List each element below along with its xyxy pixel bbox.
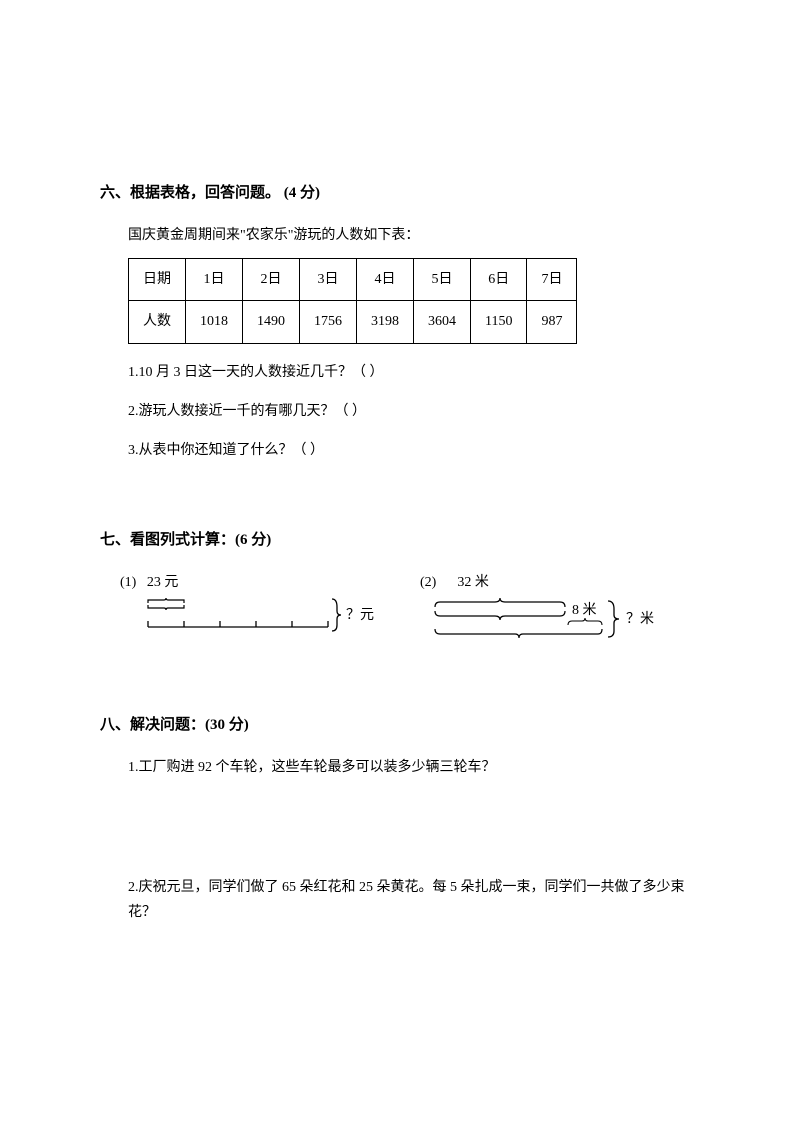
d2-label: 32 米	[457, 575, 489, 590]
section6-title: 六、根据表格，回答问题。 (4 分)	[100, 180, 693, 207]
table-cell: 1150	[471, 301, 527, 343]
table-cell: 3198	[357, 301, 414, 343]
table-cell: 6日	[471, 259, 527, 301]
table-cell: 1756	[300, 301, 357, 343]
d1-result: ？元	[346, 608, 374, 623]
table-cell: 7日	[527, 259, 577, 301]
table-row: 日期 1日 2日 3日 4日 5日 6日 7日	[129, 259, 577, 301]
table-cell: 日期	[129, 259, 186, 301]
table-cell: 987	[527, 301, 577, 343]
d2-extra: 8 米	[572, 602, 597, 618]
table-cell: 2日	[243, 259, 300, 301]
d2-num: (2)	[420, 575, 436, 590]
visitors-table: 日期 1日 2日 3日 4日 5日 6日 7日 人数 1018 1490 175…	[128, 258, 577, 343]
section8-p2: 2.庆祝元旦，同学们做了 65 朵红花和 25 朵黄花。每 5 朵扎成一束，同学…	[128, 875, 693, 925]
table-cell: 1日	[186, 259, 243, 301]
section8-p1: 1.工厂购进 92 个车轮，这些车轮最多可以装多少辆三轮车？	[128, 755, 693, 780]
diagram1-svg: ？元	[120, 597, 380, 647]
table-cell: 3日	[300, 259, 357, 301]
table-cell: 3604	[414, 301, 471, 343]
diagram2-svg: 8 米 ？米	[420, 597, 720, 652]
section7-title: 七、看图列式计算：(6 分)	[100, 527, 693, 554]
section6-q2: 2.游玩人数接近一千的有哪几天？（ ）	[128, 399, 693, 424]
section6-intro: 国庆黄金周期间来"农家乐"游玩的人数如下表：	[128, 223, 693, 248]
table-row: 人数 1018 1490 1756 3198 3604 1150 987	[129, 301, 577, 343]
section6-q3: 3.从表中你还知道了什么？（ ）	[128, 438, 693, 463]
table-cell: 1018	[186, 301, 243, 343]
table-cell: 5日	[414, 259, 471, 301]
table-cell: 人数	[129, 301, 186, 343]
table-cell: 4日	[357, 259, 414, 301]
d2-result: ？米	[626, 611, 654, 627]
d1-label: 23 元	[147, 575, 179, 590]
diagram2: (2) 32 米 8 米 ？米	[420, 570, 720, 652]
section6-q1: 1.10 月 3 日这一天的人数接近几千？（ ）	[128, 360, 693, 385]
d1-num: (1)	[120, 575, 136, 590]
table-cell: 1490	[243, 301, 300, 343]
section8-title: 八、解决问题：(30 分)	[100, 712, 693, 739]
diagram1: (1) 23 元 ？元	[120, 570, 380, 652]
